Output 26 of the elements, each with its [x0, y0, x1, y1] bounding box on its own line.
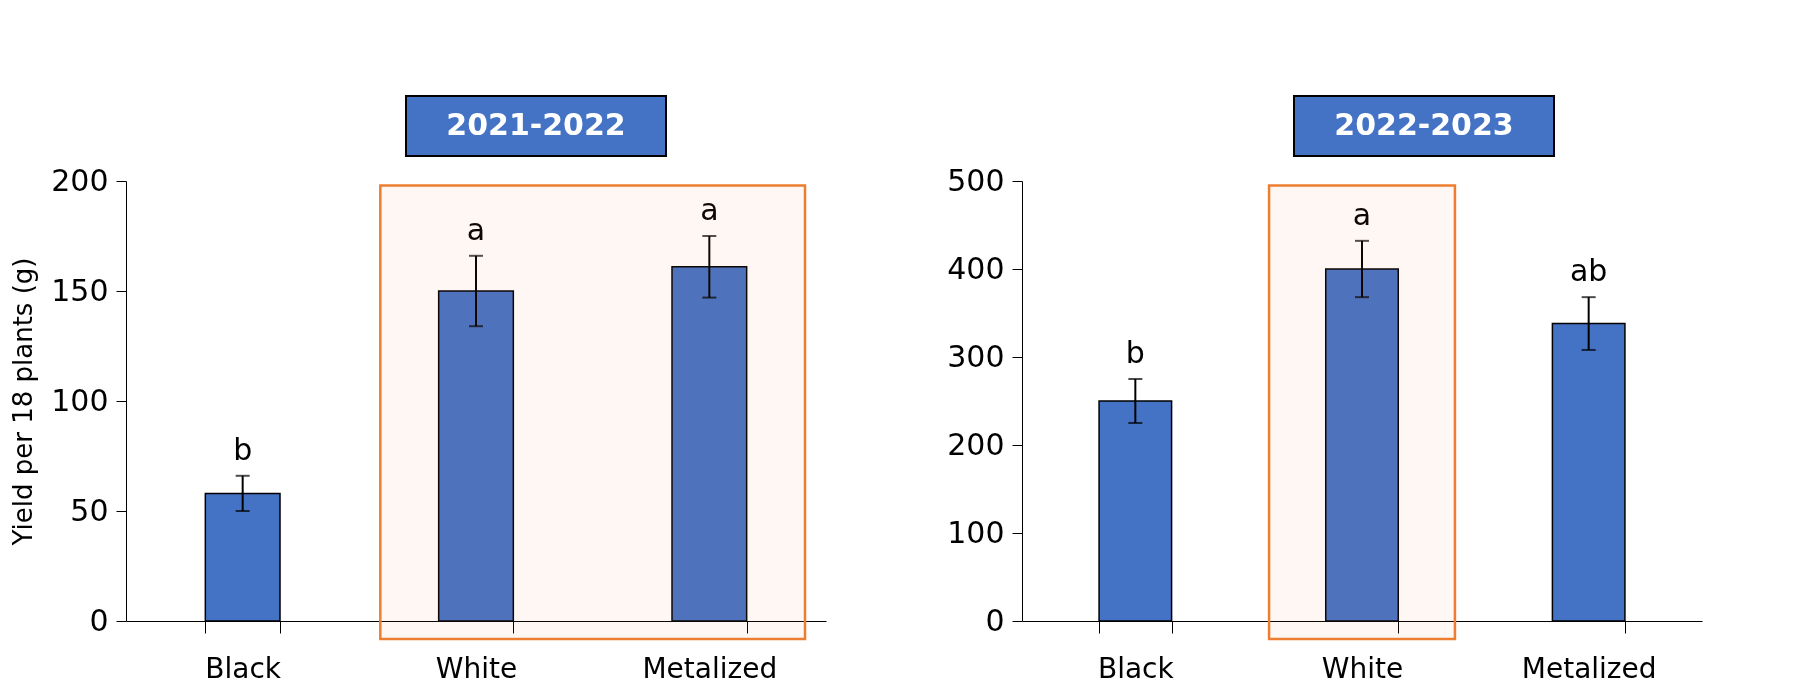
- annotation: a: [1352, 196, 1372, 232]
- x-tick-label: White: [435, 651, 518, 685]
- annotation: b: [1125, 335, 1145, 370]
- chart-title: 2021-2022: [446, 107, 626, 142]
- y-tick-label: 300: [947, 338, 1005, 374]
- x-tick-label: Black: [205, 651, 282, 685]
- annotation: a: [700, 192, 719, 227]
- x-tick-label: Metalized: [642, 651, 778, 685]
- x-tick-label: Black: [1097, 651, 1175, 685]
- chart-title: 2022-2023: [1334, 107, 1514, 142]
- y-tick-label: 0: [985, 602, 1005, 638]
- annotation: b: [233, 431, 253, 467]
- y-tick-label: 500: [947, 162, 1005, 198]
- y-tick-label: 200: [947, 426, 1005, 462]
- y-tick-label: 50: [70, 492, 109, 528]
- y-tick-label: 0: [89, 602, 109, 638]
- y-tick-label: 150: [51, 272, 109, 308]
- y-tick-label: 200: [51, 162, 109, 198]
- y-axis-title: Yield per 18 plants (g): [8, 257, 39, 547]
- annotation: ab: [1569, 253, 1608, 289]
- x-tick-label: White: [1321, 651, 1404, 685]
- y-tick-label: 100: [51, 382, 109, 418]
- x-tick-label: Metalized: [1521, 651, 1657, 685]
- y-tick-label: 100: [947, 514, 1005, 550]
- annotation: a: [466, 211, 486, 247]
- y-tick-label: 400: [947, 250, 1005, 286]
